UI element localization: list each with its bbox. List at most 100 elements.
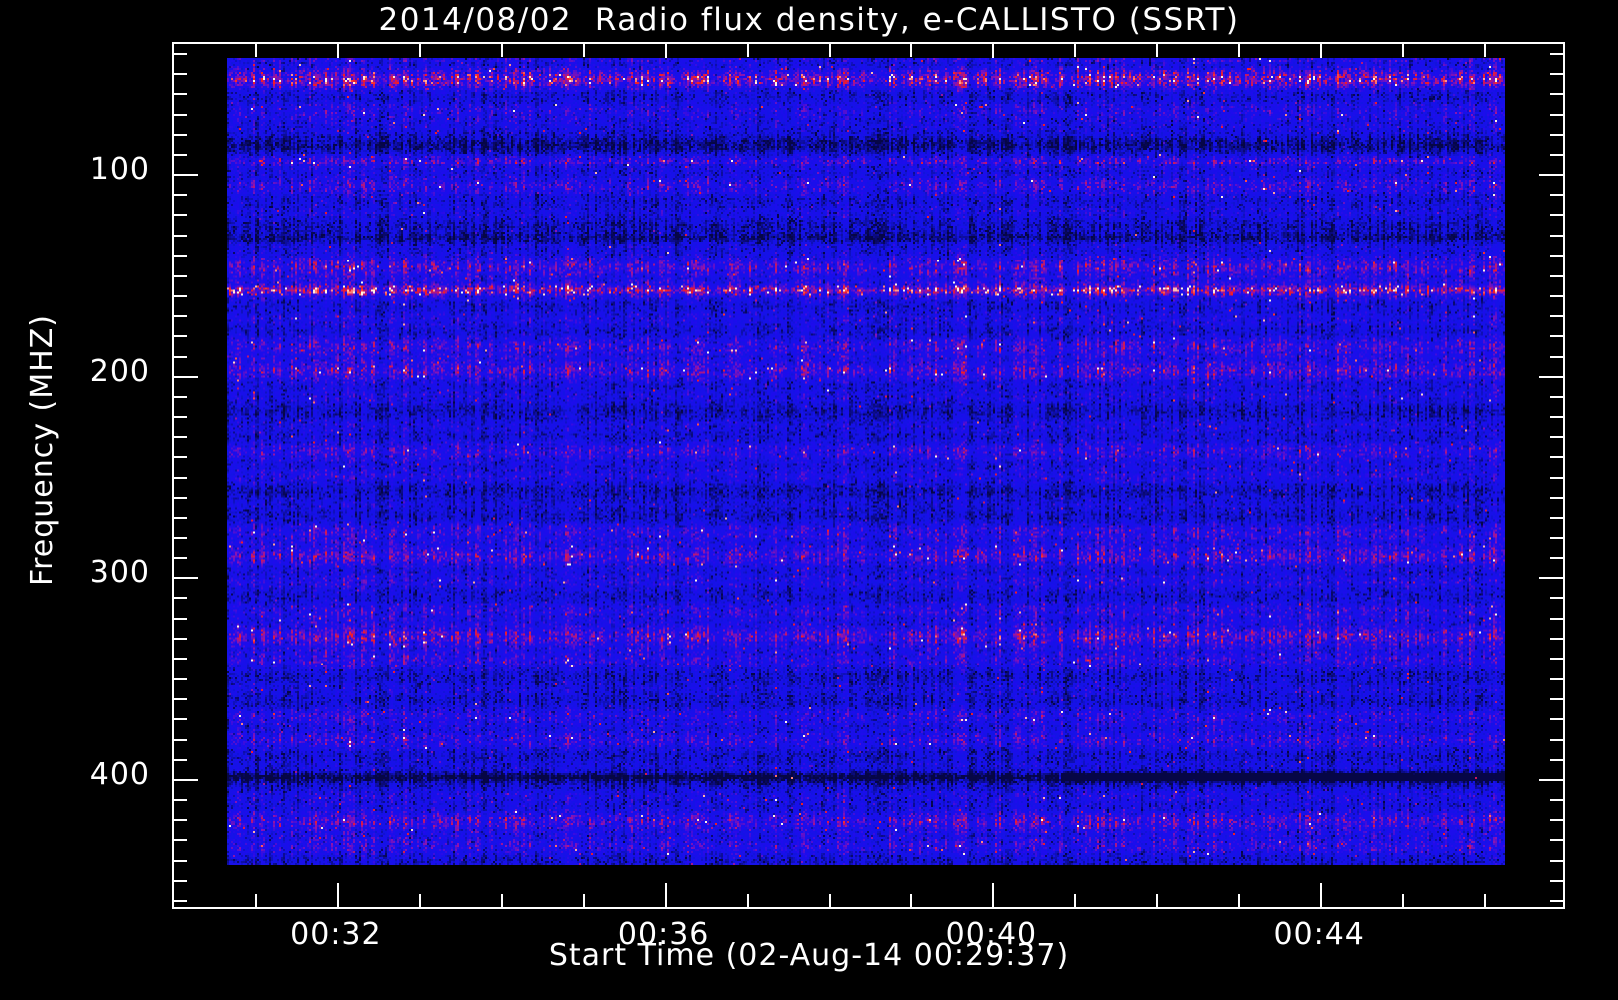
x-major-tick — [664, 883, 667, 907]
y-minor-tick — [174, 274, 187, 277]
x-minor-tick-top — [1484, 44, 1487, 57]
x-minor-tick-top — [1074, 44, 1077, 57]
y-minor-tick — [174, 436, 187, 439]
y-minor-tick-right — [1550, 718, 1563, 721]
y-minor-tick — [174, 133, 187, 136]
y-minor-tick-right — [1550, 295, 1563, 298]
x-minor-tick-top — [746, 44, 749, 57]
x-minor-tick — [1402, 894, 1405, 907]
y-minor-tick — [174, 536, 187, 539]
y-minor-tick — [174, 476, 187, 479]
y-minor-tick-right — [1550, 758, 1563, 761]
y-minor-tick — [174, 153, 187, 156]
y-minor-tick-right — [1550, 657, 1563, 660]
x-minor-tick-top — [254, 44, 257, 57]
y-minor-tick-right — [1550, 194, 1563, 197]
x-minor-tick — [1156, 894, 1159, 907]
y-minor-tick-right — [1550, 395, 1563, 398]
x-major-tick-top — [336, 44, 339, 68]
y-minor-tick — [174, 698, 187, 701]
y-minor-tick — [174, 557, 187, 560]
y-minor-tick — [174, 597, 187, 600]
x-major-tick — [992, 883, 995, 907]
y-major-tick-right — [1539, 577, 1563, 580]
y-minor-tick — [174, 214, 187, 217]
x-minor-tick — [746, 894, 749, 907]
y-minor-tick — [174, 335, 187, 338]
x-major-tick-top — [1320, 44, 1323, 68]
y-minor-tick-right — [1550, 496, 1563, 499]
y-minor-tick-right — [1550, 214, 1563, 217]
x-tick-label: 00:44 — [1273, 917, 1365, 952]
y-major-tick — [174, 174, 198, 177]
y-minor-tick — [174, 738, 187, 741]
y-major-tick-right — [1539, 778, 1563, 781]
y-minor-tick — [174, 879, 187, 882]
y-major-tick — [174, 375, 198, 378]
y-minor-tick-right — [1550, 73, 1563, 76]
y-minor-tick — [174, 456, 187, 459]
y-tick-label: 100 — [89, 152, 150, 188]
y-minor-tick — [174, 839, 187, 842]
y-minor-tick-right — [1550, 133, 1563, 136]
x-minor-tick-top — [418, 44, 421, 57]
y-minor-tick — [174, 73, 187, 76]
y-minor-tick-right — [1550, 315, 1563, 318]
y-minor-tick — [174, 799, 187, 802]
y-tick-label: 400 — [89, 756, 150, 792]
y-major-tick — [174, 577, 198, 580]
y-minor-tick-right — [1550, 859, 1563, 862]
x-minor-tick — [1484, 894, 1487, 907]
y-minor-tick — [174, 516, 187, 519]
y-minor-tick — [174, 758, 187, 761]
x-minor-tick — [582, 894, 585, 907]
y-minor-tick-right — [1550, 536, 1563, 539]
x-minor-tick — [828, 894, 831, 907]
y-major-tick-right — [1539, 375, 1563, 378]
y-minor-tick-right — [1550, 436, 1563, 439]
y-minor-tick-right — [1550, 416, 1563, 418]
y-minor-tick — [174, 657, 187, 660]
x-minor-tick — [254, 894, 257, 907]
x-minor-tick-top — [500, 44, 503, 57]
x-major-tick-top — [664, 44, 667, 68]
y-minor-tick-right — [1550, 678, 1563, 681]
x-minor-tick — [910, 894, 913, 907]
x-minor-tick-top — [910, 44, 913, 57]
y-minor-tick-right — [1550, 254, 1563, 257]
y-minor-tick — [174, 496, 187, 499]
y-minor-tick — [174, 194, 187, 197]
y-minor-tick — [174, 93, 187, 96]
x-minor-tick — [500, 894, 503, 907]
y-minor-tick-right — [1550, 113, 1563, 116]
y-minor-tick-right — [1550, 516, 1563, 519]
y-minor-tick-right — [1550, 637, 1563, 640]
y-minor-tick — [174, 859, 187, 862]
y-minor-tick-right — [1550, 839, 1563, 842]
x-minor-tick-top — [1238, 44, 1241, 57]
y-minor-tick — [174, 315, 187, 318]
x-tick-label: 00:36 — [617, 917, 710, 952]
x-minor-tick-top — [1402, 44, 1405, 57]
y-minor-tick — [174, 395, 187, 398]
y-minor-tick-right — [1550, 899, 1563, 902]
spectrogram-image — [227, 58, 1505, 865]
page-title: 2014/08/02 Radio flux density, e-CALLIST… — [378, 2, 1240, 38]
x-major-tick-top — [992, 44, 995, 68]
y-minor-tick — [174, 355, 187, 358]
y-minor-tick-right — [1550, 335, 1563, 338]
y-axis-title: Frequency (MHZ) — [25, 314, 60, 586]
y-minor-tick-right — [1550, 799, 1563, 802]
y-minor-tick-right — [1550, 153, 1563, 156]
y-minor-tick — [174, 637, 187, 640]
x-major-tick — [1320, 883, 1323, 907]
x-tick-label: 00:40 — [945, 917, 1038, 952]
y-tick-label: 300 — [89, 555, 150, 591]
x-minor-tick — [1238, 894, 1241, 907]
y-tick-label: 200 — [89, 353, 150, 389]
y-minor-tick-right — [1550, 819, 1563, 822]
x-axis-title: Start Time (02-Aug-14 00:29:37) — [548, 938, 1070, 973]
x-major-tick — [336, 883, 339, 907]
y-minor-tick-right — [1550, 456, 1563, 459]
